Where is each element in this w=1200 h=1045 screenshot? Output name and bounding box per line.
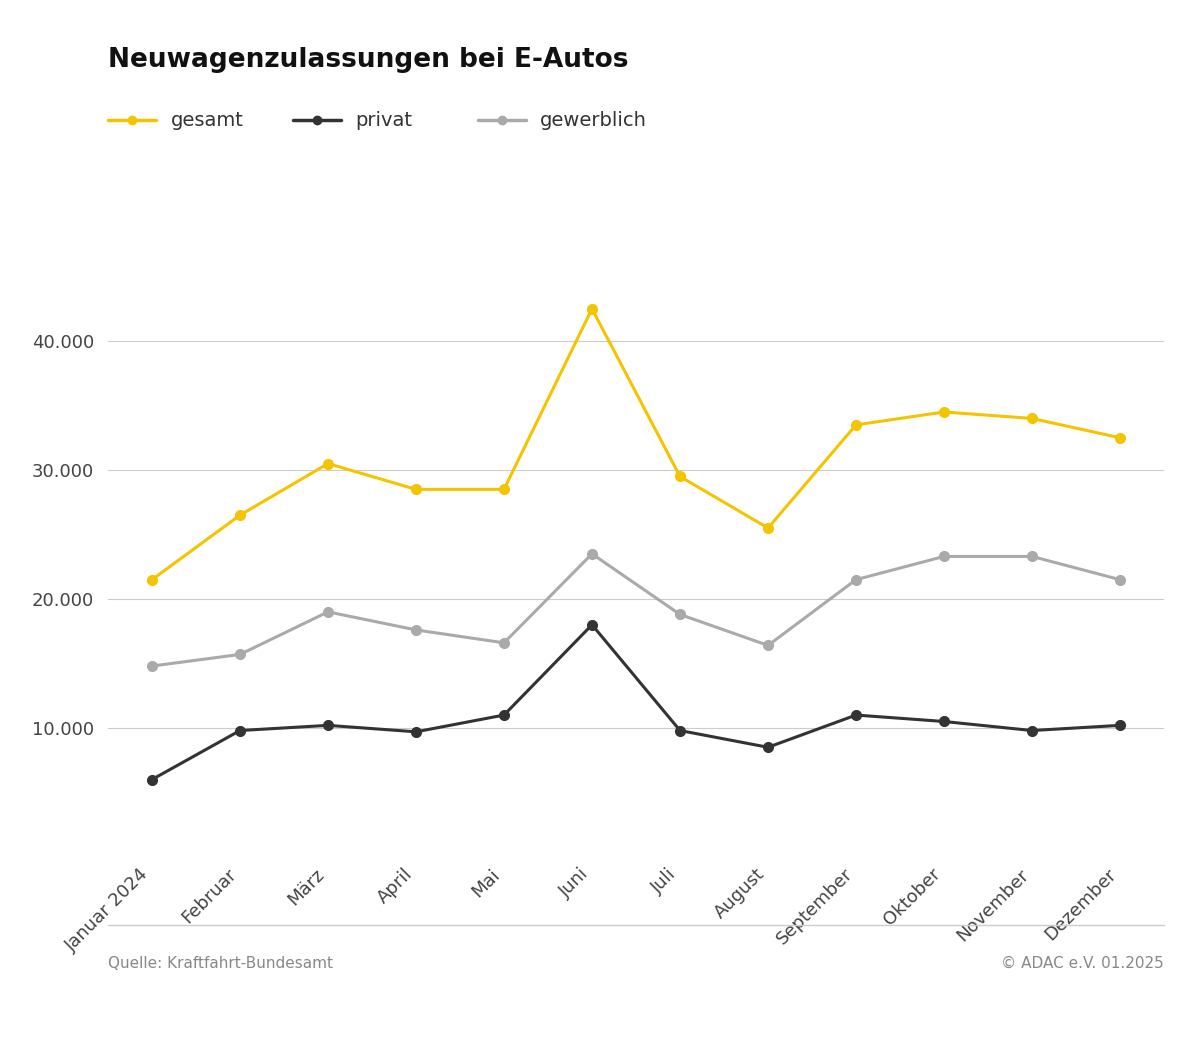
Text: privat: privat — [355, 111, 413, 130]
Text: Quelle: Kraftfahrt-Bundesamt: Quelle: Kraftfahrt-Bundesamt — [108, 956, 334, 971]
Text: Neuwagenzulassungen bei E-Autos: Neuwagenzulassungen bei E-Autos — [108, 47, 629, 73]
Text: © ADAC e.V. 01.2025: © ADAC e.V. 01.2025 — [1001, 956, 1164, 971]
Text: gewerblich: gewerblich — [540, 111, 647, 130]
Text: gesamt: gesamt — [170, 111, 244, 130]
